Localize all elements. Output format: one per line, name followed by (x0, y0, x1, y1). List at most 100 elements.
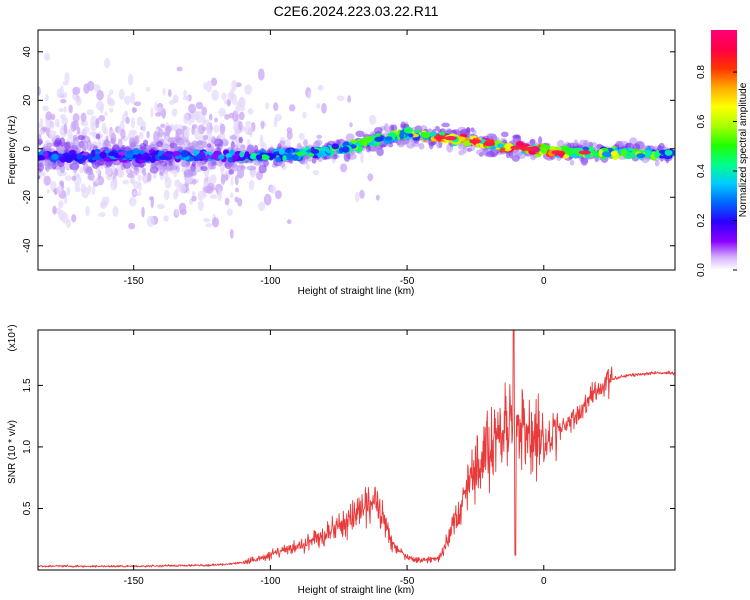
heatmap-core-blob (38, 154, 45, 161)
heatmap-halo-blob (658, 142, 665, 150)
heatmap-core-blob (142, 156, 152, 161)
heatmap-core-blob (384, 136, 393, 141)
colorbar-tick-label: 0.2 (696, 213, 707, 227)
spectrogram-x-tick-label: -100 (260, 276, 280, 287)
heatmap-halo-blob (441, 122, 450, 128)
heatmap-core-blob (636, 153, 646, 159)
heatmap-noise-blob (54, 118, 60, 128)
heatmap-halo-blob (156, 140, 163, 148)
heatmap-noise-blob (231, 79, 238, 92)
heatmap-halo-blob (314, 139, 323, 146)
heatmap-noise-blob (161, 107, 167, 119)
heatmap-core-blob (341, 146, 350, 153)
heatmap-noise-blob (235, 102, 240, 114)
heatmap-noise-blob (162, 131, 170, 136)
heatmap-halo-blob (87, 172, 95, 182)
heatmap-core-blob (408, 133, 414, 138)
heatmap-noise-blob (103, 128, 108, 135)
heatmap-noise-blob (96, 89, 104, 101)
heatmap-noise-blob (99, 104, 104, 114)
heatmap-halo-blob (263, 159, 269, 167)
heatmap-halo-blob (38, 134, 42, 143)
heatmap-halo-blob (47, 164, 56, 169)
heatmap-core-blob (274, 156, 282, 163)
heatmap-halo-blob (303, 139, 308, 147)
heatmap-noise-blob (238, 105, 246, 112)
heatmap-noise-blob (130, 92, 136, 104)
heatmap-noise-blob (141, 206, 145, 218)
heatmap-noise-blob (108, 99, 116, 107)
heatmap-halo-blob (77, 135, 86, 141)
heatmap-noise-blob (71, 175, 77, 181)
heatmap-halo-blob (538, 136, 543, 145)
heatmap-noise-blob (249, 169, 255, 176)
heatmap-halo-blob (654, 159, 660, 167)
heatmap-noise-blob (158, 128, 164, 138)
heatmap-noise-blob (130, 117, 135, 129)
heatmap-halo-blob (247, 145, 256, 153)
heatmap-noise-blob (197, 190, 205, 201)
heatmap-noise-blob (154, 101, 158, 112)
heatmap-halo-blob (238, 136, 243, 144)
heatmap-core-blob (598, 149, 604, 157)
heatmap-noise-blob (191, 178, 197, 185)
heatmap-noise-blob (133, 101, 142, 107)
heatmap-noise-blob (145, 86, 151, 92)
heatmap-halo-blob (203, 134, 209, 141)
heatmap-noise-blob (38, 85, 41, 97)
heatmap-noise-blob (195, 111, 200, 120)
heatmap-noise-blob (305, 163, 310, 170)
snr-panel: -150 -100 -50 0 0.5 1.0 1.5 Height of straigh… (7, 324, 676, 596)
heatmap-core-blob (310, 149, 320, 154)
heatmap-noise-blob (201, 106, 207, 116)
heatmap-halo-blob (207, 160, 215, 167)
heatmap-noise-blob (217, 132, 226, 140)
heatmap-noise-blob (221, 92, 227, 101)
heatmap-core-blob (284, 149, 292, 154)
heatmap-halo-blob (159, 166, 165, 176)
heatmap-noise-blob (224, 197, 230, 206)
heatmap-noise-blob (45, 93, 49, 102)
heatmap-halo-blob (465, 127, 471, 136)
heatmap-core-blob (421, 131, 431, 139)
heatmap-halo-blob (466, 147, 473, 152)
heatmap-core-blob (499, 147, 506, 152)
heatmap-noise-blob (188, 103, 197, 114)
heatmap-noise-blob (235, 187, 239, 193)
heatmap-noise-blob (125, 116, 130, 125)
heatmap-core-blob (439, 131, 445, 137)
heatmap-noise-blob (128, 196, 137, 207)
heatmap-halo-blob (434, 125, 440, 132)
heatmap-noise-blob (247, 108, 254, 115)
heatmap-halo-blob (355, 130, 365, 138)
heatmap-noise-blob (117, 127, 121, 135)
heatmap-core-blob (620, 148, 628, 157)
heatmap-halo-blob (94, 162, 102, 167)
heatmap-noise-blob (150, 196, 154, 209)
heatmap-noise-blob (317, 84, 324, 91)
colorbar-gradient (711, 30, 737, 270)
heatmap-core-blob (180, 149, 189, 158)
heatmap-peak-blob (444, 136, 457, 141)
heatmap-noise-blob (224, 114, 230, 120)
heatmap-noise-blob (46, 189, 50, 194)
chart-title: C2E6.2024.223.03.22.R11 (274, 3, 439, 19)
heatmap-noise-blob (229, 228, 234, 239)
heatmap-noise-blob (195, 101, 204, 110)
heatmap-noise-blob (359, 189, 365, 199)
heatmap-noise-blob (139, 131, 144, 140)
heatmap-noise-blob (157, 203, 165, 209)
heatmap-core-blob (86, 153, 93, 160)
heatmap-noise-blob (104, 167, 112, 177)
heatmap-noise-blob (203, 218, 211, 223)
heatmap-core-blob (362, 141, 368, 147)
heatmap-noise-blob (127, 73, 134, 86)
heatmap-noise-blob (120, 128, 126, 140)
heatmap-noise-blob (375, 194, 380, 201)
heatmap-noise-blob (347, 95, 352, 103)
heatmap-noise-blob (256, 170, 263, 181)
heatmap-noise-blob (68, 104, 73, 114)
heatmap-core-blob (227, 157, 234, 163)
heatmap-noise-blob (178, 202, 187, 214)
heatmap-halo-blob (40, 158, 50, 166)
